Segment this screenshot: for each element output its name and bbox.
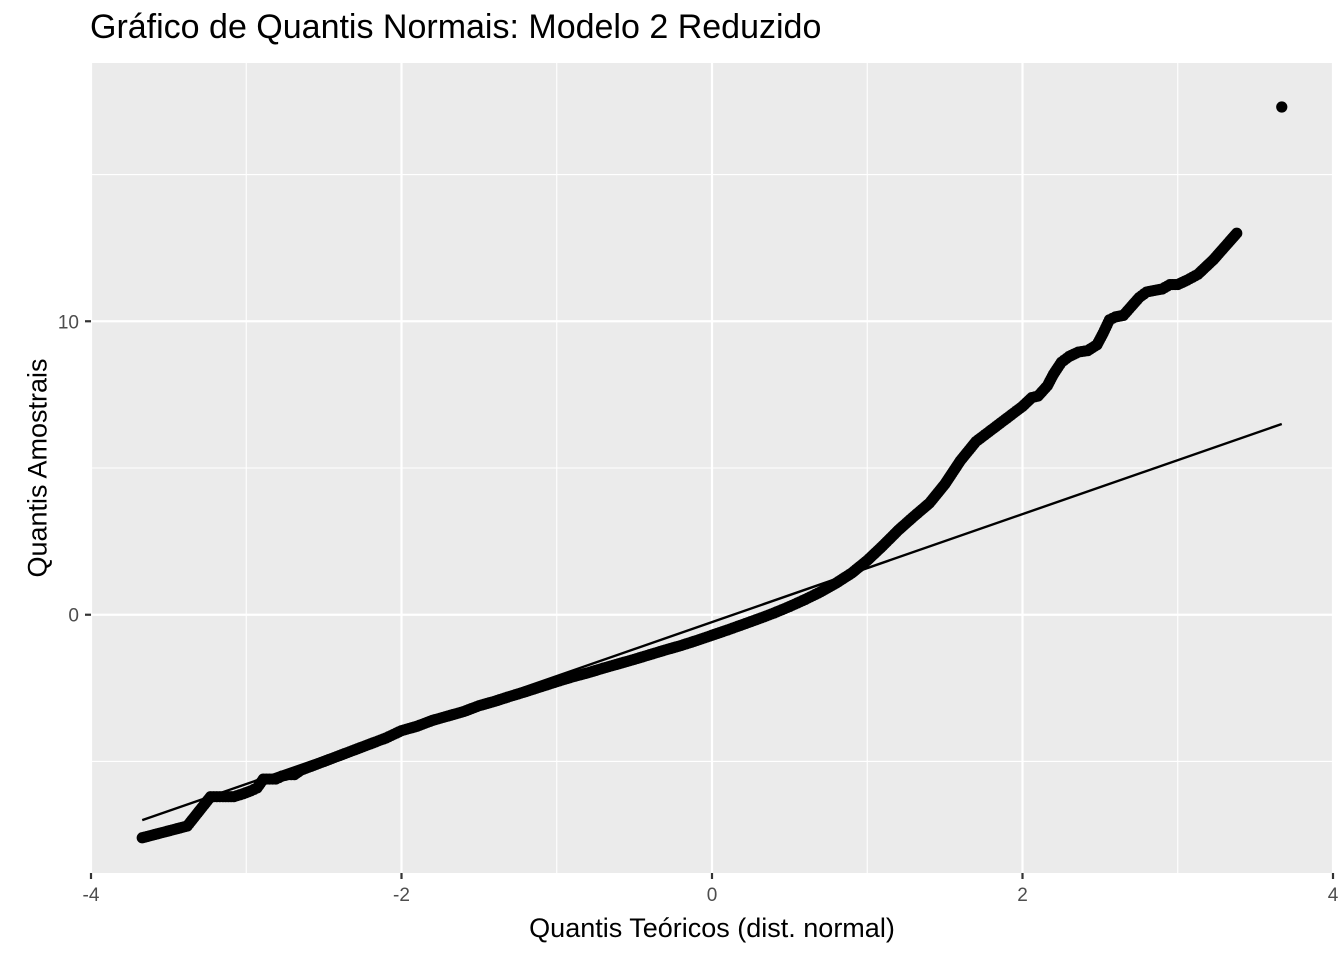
x-tick-label: -4	[83, 885, 100, 906]
sample-point	[1231, 227, 1243, 239]
y-tick-label: 10	[58, 312, 79, 333]
x-axis-title: Quantis Teóricos (dist. normal)	[529, 913, 895, 943]
x-tick-label: 2	[1017, 885, 1028, 906]
y-axis-title: Quantis Amostrais	[22, 358, 52, 577]
x-tick-label: 0	[707, 885, 718, 906]
x-tick-label: -2	[393, 885, 410, 906]
x-axis: -4 -2 0 2 4	[83, 873, 1339, 906]
major-gridlines	[89, 63, 1335, 873]
sample-point	[1276, 101, 1288, 113]
y-tick-label: 0	[68, 606, 79, 627]
chart-title: Gráfico de Quantis Normais: Modelo 2 Red…	[90, 8, 822, 46]
reference-line	[141, 422, 1283, 822]
y-axis: 0 10	[58, 312, 91, 627]
x-tick-label: 4	[1328, 885, 1339, 906]
sample-quantile-points	[136, 101, 1288, 844]
